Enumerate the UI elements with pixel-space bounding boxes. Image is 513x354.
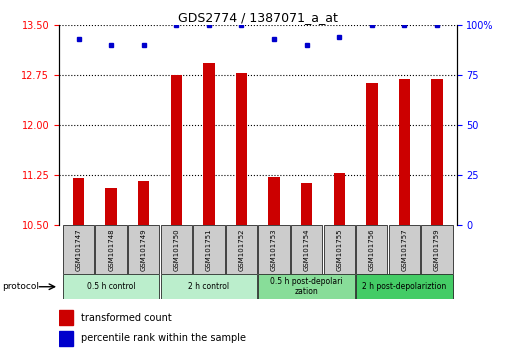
Title: GDS2774 / 1387071_a_at: GDS2774 / 1387071_a_at [178,11,338,24]
Bar [259,274,355,299]
Text: GSM101756: GSM101756 [369,228,375,271]
Bar [291,225,322,274]
Text: GSM101751: GSM101751 [206,228,212,271]
Text: 2 h control: 2 h control [188,282,229,291]
Bar [138,182,149,225]
Bar [95,225,127,274]
Bar [366,84,378,225]
Bar [73,178,84,225]
Bar [226,225,257,274]
Text: percentile rank within the sample: percentile rank within the sample [81,333,246,343]
Bar [193,225,225,274]
Bar [259,225,290,274]
Text: GSM101749: GSM101749 [141,228,147,271]
Bar [161,274,257,299]
Bar [59,331,73,346]
Bar [356,274,452,299]
Bar [324,225,355,274]
Bar [301,183,312,225]
Text: transformed count: transformed count [81,313,172,323]
Bar [63,274,160,299]
Bar [268,177,280,225]
Bar [399,79,410,225]
Bar [356,225,387,274]
Text: GSM101757: GSM101757 [402,228,407,271]
Text: GSM101759: GSM101759 [434,228,440,271]
Text: GSM101750: GSM101750 [173,228,180,271]
Bar [389,225,420,274]
Text: 0.5 h post-depolari
zation: 0.5 h post-depolari zation [270,277,343,296]
Text: GSM101753: GSM101753 [271,228,277,271]
Text: GSM101752: GSM101752 [239,228,245,271]
Text: protocol: protocol [3,282,40,291]
Bar [333,173,345,225]
Bar [236,73,247,225]
Bar [421,225,452,274]
Bar [106,188,117,225]
Text: GSM101748: GSM101748 [108,228,114,271]
Text: 0.5 h control: 0.5 h control [87,282,135,291]
Text: GSM101754: GSM101754 [304,228,310,271]
Bar [171,75,182,225]
Text: GSM101747: GSM101747 [75,228,82,271]
Text: GSM101755: GSM101755 [336,228,342,271]
Bar [431,79,443,225]
Bar [128,225,160,274]
Bar [203,63,214,225]
Text: 2 h post-depolariztion: 2 h post-depolariztion [362,282,446,291]
Bar [161,225,192,274]
Bar [59,310,73,325]
Bar [63,225,94,274]
